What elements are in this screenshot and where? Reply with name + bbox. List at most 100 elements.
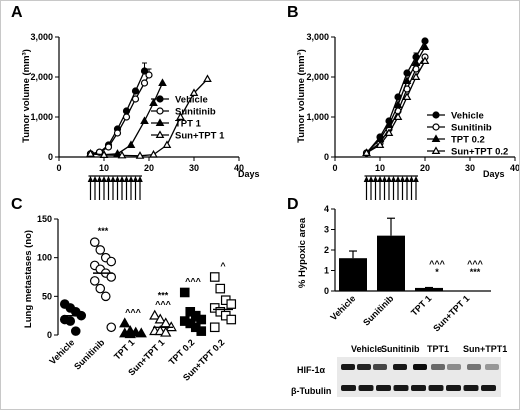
y-tick-label: 0 bbox=[324, 152, 329, 162]
dosing-arrow-head bbox=[114, 176, 121, 182]
y-tick-label: 2,000 bbox=[306, 72, 329, 82]
blot-lane-label-tpt1: TPT1 bbox=[427, 344, 449, 354]
series-line-0 bbox=[90, 70, 146, 155]
x-category-label: Sunitinib bbox=[72, 337, 107, 372]
hif1a-band bbox=[447, 364, 461, 370]
x-tick-label: 40 bbox=[510, 163, 519, 173]
panel-b-letter: B bbox=[287, 4, 299, 21]
panel-a-plot: 0 1,000 2,000 3,000 0 10 20 30 40 VehicleSunitini… bbox=[30, 32, 244, 200]
bar bbox=[415, 287, 443, 291]
western-blot: Vehicle Sunitinib TPT1 Sun+TPT1 HIF-1α β… bbox=[291, 344, 507, 397]
tubulin-band bbox=[376, 385, 391, 391]
dosing-arrow-head bbox=[381, 176, 388, 182]
bar bbox=[339, 258, 367, 291]
data-point bbox=[420, 56, 430, 65]
data-point bbox=[384, 128, 394, 136]
dosing-arrow-head bbox=[363, 176, 370, 182]
blot-row-label-tubulin: β-Tubulin bbox=[291, 386, 331, 396]
data-point bbox=[70, 326, 81, 336]
dosing-arrow-head bbox=[105, 176, 112, 182]
dosing-arrow-head bbox=[404, 176, 410, 182]
tubulin-band bbox=[446, 385, 461, 391]
significance-mark: ^^^ bbox=[155, 300, 172, 310]
data-point bbox=[119, 317, 131, 328]
hif1a-band bbox=[341, 364, 355, 370]
y-tick-label: 0 bbox=[48, 152, 53, 162]
bar bbox=[377, 235, 405, 291]
significance-mark: ^ bbox=[220, 261, 226, 271]
blot-lane-label-sunitinib: Sunitinib bbox=[381, 344, 420, 354]
x-tick-label: 20 bbox=[144, 163, 154, 173]
data-point bbox=[122, 113, 131, 121]
dosing-arrow-head bbox=[110, 176, 116, 182]
x-category-label: Sun+TPT 1 bbox=[431, 293, 471, 333]
panel-b-plot: 0 1,000 2,000 3,000 0 10 20 30 40 VehicleSunitini… bbox=[306, 32, 520, 200]
data-point bbox=[411, 58, 421, 67]
significance-mark: *** bbox=[158, 291, 169, 301]
dosing-arrow-head bbox=[123, 176, 130, 182]
data-point bbox=[176, 112, 185, 121]
tubulin-band bbox=[358, 385, 374, 391]
y-tick-label: 1,000 bbox=[30, 112, 53, 122]
legend-marker bbox=[156, 107, 164, 115]
significance-mark: * bbox=[435, 267, 439, 277]
hif1a-band bbox=[485, 364, 499, 370]
data-point bbox=[362, 148, 371, 156]
x-category-label: Vehicle bbox=[328, 293, 357, 322]
significance-mark: ^^^ bbox=[125, 307, 142, 317]
data-point bbox=[124, 328, 136, 339]
data-point bbox=[86, 149, 95, 157]
data-point bbox=[65, 316, 76, 326]
legend-marker bbox=[431, 134, 441, 142]
legend-marker bbox=[432, 111, 440, 119]
dosing-arrow-head bbox=[386, 176, 392, 182]
data-point bbox=[95, 245, 106, 255]
data-point bbox=[411, 72, 421, 81]
x-category-label: Vehicle bbox=[47, 337, 76, 366]
data-point bbox=[106, 256, 117, 267]
data-point bbox=[158, 78, 167, 87]
x-category-label: Sunitinib bbox=[361, 293, 396, 328]
dosing-arrow-head bbox=[92, 176, 98, 182]
dosing-arrow-head bbox=[137, 176, 143, 182]
panel-a-ylabel: Tumor volume (mm³) bbox=[21, 49, 32, 143]
dosing-arrow-head bbox=[132, 176, 139, 182]
legend-label: TPT 1 bbox=[175, 119, 202, 130]
legend-label: TPT 0.2 bbox=[451, 135, 485, 146]
data-point bbox=[99, 150, 109, 158]
data-point bbox=[162, 140, 172, 148]
data-point bbox=[189, 88, 199, 97]
dosing-arrow-head bbox=[413, 176, 419, 182]
significance-mark: *** bbox=[98, 226, 109, 236]
legend-label: Sunitinib bbox=[175, 107, 216, 118]
dosing-arrow-head bbox=[128, 176, 134, 182]
data-point bbox=[402, 92, 412, 101]
x-tick-label: 10 bbox=[99, 163, 109, 173]
legend-marker bbox=[155, 130, 165, 138]
dosing-arrow-head bbox=[87, 176, 94, 182]
data-point bbox=[375, 140, 385, 148]
data-point bbox=[145, 71, 153, 79]
legend-label: Sun+TPT 0.2 bbox=[451, 147, 508, 158]
panel-c: C Lung metastases (no) bbox=[11, 196, 59, 335]
dosing-arrow-head bbox=[399, 176, 406, 182]
panel-a-letter: A bbox=[11, 4, 23, 21]
y-tick-label: 150 bbox=[37, 214, 52, 224]
data-point bbox=[106, 272, 117, 282]
data-point bbox=[149, 98, 158, 107]
hif1a-band bbox=[373, 364, 387, 370]
dosing-arrow-head bbox=[119, 176, 125, 182]
panel-b-ylabel: Tumor volume (mm³) bbox=[296, 49, 307, 143]
blot-lane-label-sun-tpt1: Sun+TPT1 bbox=[463, 344, 507, 354]
y-tick-label: 100 bbox=[37, 253, 52, 263]
y-tick-label: 3,000 bbox=[30, 32, 53, 42]
panel-d-ylabel: % Hypoxic area bbox=[297, 217, 308, 288]
legend-marker bbox=[432, 123, 440, 131]
data-point bbox=[100, 291, 111, 302]
data-point bbox=[106, 322, 117, 333]
tubulin-band bbox=[341, 385, 356, 391]
legend-label: Sunitinib bbox=[451, 123, 492, 134]
data-point bbox=[393, 112, 403, 121]
legend-label: Vehicle bbox=[451, 111, 484, 122]
